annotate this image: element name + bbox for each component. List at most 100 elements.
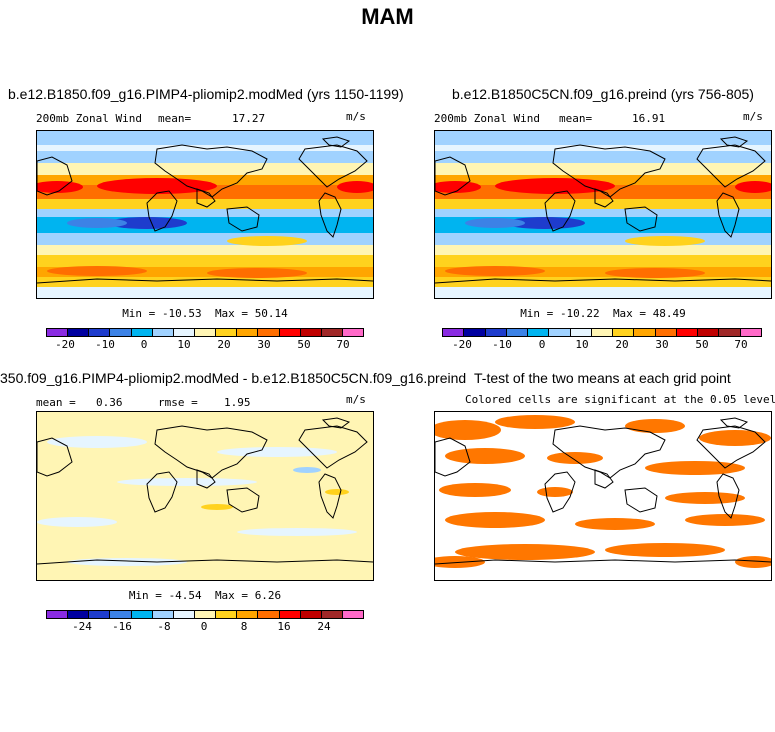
coastline [624, 487, 658, 513]
south-jet-core [47, 266, 147, 276]
panel1-map [36, 130, 374, 299]
colorbar-swatch [68, 611, 90, 618]
significant-region [537, 487, 573, 497]
panel2-tick: 10 [575, 338, 589, 351]
coastline [719, 136, 749, 148]
coastline [37, 437, 73, 477]
subtrop-band [435, 209, 771, 217]
jet-band [37, 175, 373, 185]
significant-region [685, 514, 765, 526]
diff-negative [237, 528, 357, 536]
panel2-mean: 16.91 [632, 112, 666, 125]
panel1-tick: -10 [95, 338, 115, 351]
panel1-colorbar [46, 328, 364, 337]
panel3-title: 350.f09_g16.PIMP4-pliomip2.modMed - b.e1… [0, 370, 467, 386]
coastline [696, 144, 766, 188]
panel2-tick: 50 [695, 338, 709, 351]
coastline [544, 471, 576, 513]
colorbar-swatch [570, 329, 592, 336]
colorbar-swatch [443, 329, 465, 336]
tropical-easterly [465, 218, 525, 228]
panel3-map [36, 411, 374, 581]
panel2-mean-label: mean= [559, 112, 593, 125]
jet-edge-band [37, 199, 373, 209]
colorbar-swatch [89, 611, 111, 618]
colorbar-swatch [528, 329, 550, 336]
coastline [146, 471, 178, 513]
south-jet-band [435, 267, 771, 277]
south-pacific-feature [625, 236, 705, 246]
panel3-tick: 0 [200, 620, 208, 633]
colorbar-swatch [591, 329, 614, 336]
coastline [37, 156, 73, 196]
colorbar-swatch [279, 329, 301, 336]
coastline [716, 473, 740, 519]
diff-positive [325, 489, 349, 495]
colorbar-swatch [89, 329, 111, 336]
jet-core [495, 178, 615, 194]
panel4-subtitle: Colored cells are significant at the 0.0… [465, 393, 775, 406]
colorbar-swatch [321, 329, 343, 336]
colorbar-swatch [342, 611, 364, 618]
colorbar-swatch [216, 329, 238, 336]
diff-negative-strong [293, 467, 321, 473]
colorbar-swatch [634, 329, 656, 336]
colorbar-swatch [110, 611, 132, 618]
high-lat-band [435, 151, 771, 163]
coastline [435, 156, 471, 196]
significant-region [665, 492, 745, 504]
significant-region [547, 452, 603, 464]
colorbar-swatch [655, 329, 677, 336]
panel2-tick: 70 [734, 338, 748, 351]
panel3-mean: 0.36 [96, 396, 123, 409]
colorbar-swatch [47, 611, 69, 618]
high-lat-band [37, 151, 373, 163]
south-jet-band [435, 255, 771, 267]
coastline [696, 425, 766, 469]
coastline [318, 192, 342, 238]
jet-core [337, 181, 373, 193]
coastline [37, 559, 373, 565]
diff-negative [117, 478, 257, 486]
panel3-tick: 24 [317, 620, 331, 633]
polar-band [435, 131, 771, 145]
significant-region [445, 448, 525, 464]
south-band [435, 245, 771, 255]
panel1-units: m/s [346, 110, 366, 123]
colorbar-swatch [173, 611, 195, 618]
significant-region [455, 544, 595, 560]
tropical-easterly [67, 218, 127, 228]
panel1-minmax: Min = -10.53 Max = 50.14 [36, 307, 374, 320]
colorbar-swatch [464, 329, 486, 336]
colorbar-swatch [47, 329, 69, 336]
coastline [196, 188, 216, 208]
coastline [716, 192, 740, 238]
mid-lat-band [37, 163, 373, 175]
colorbar-swatch [506, 329, 529, 336]
coastline [318, 473, 342, 519]
panel3-max: 6.26 [254, 589, 282, 602]
panel1-min-label: Min = [122, 307, 156, 320]
coastline [594, 188, 614, 208]
colorbar-swatch [131, 329, 153, 336]
significant-region [625, 419, 685, 433]
colorbar-swatch [342, 329, 364, 336]
colorbar-swatch [258, 329, 280, 336]
colorbar-swatch [300, 329, 322, 336]
panel2-variable: 200mb Zonal Wind [434, 112, 540, 125]
panel2-max: 48.49 [652, 307, 686, 320]
colorbar-swatch [216, 611, 238, 618]
panel2-map [434, 130, 772, 299]
panel3-tick: -24 [72, 620, 92, 633]
jet-core [735, 181, 771, 193]
south-edge-band [435, 277, 771, 287]
antarctic-band [37, 287, 373, 298]
coastline [719, 417, 749, 429]
panel3-rmse: 1.95 [224, 396, 251, 409]
south-jet-core [207, 268, 307, 278]
panel1-tick: 70 [336, 338, 350, 351]
significant-region [605, 543, 725, 557]
jet-core [97, 178, 217, 194]
colorbar-swatch [321, 611, 343, 618]
coastline [435, 278, 771, 284]
